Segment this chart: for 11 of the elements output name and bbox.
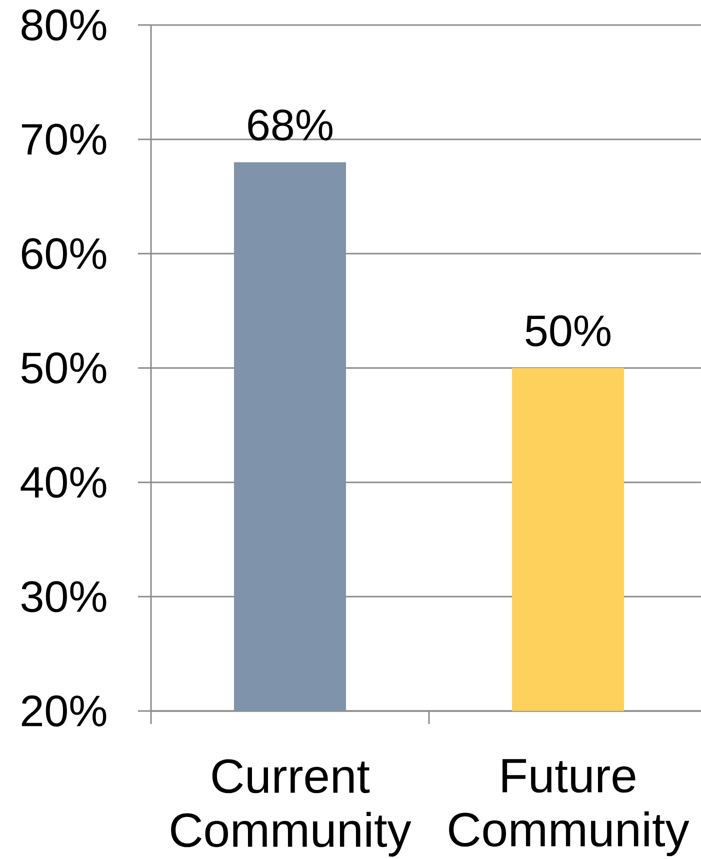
data-label: 50% xyxy=(526,315,610,346)
x-tick-label: Future Community xyxy=(449,759,690,856)
data-label: 68% xyxy=(248,109,332,141)
x-tick-label: Current Community xyxy=(171,759,412,857)
y-tick-label: 40% xyxy=(20,466,106,498)
y-tick-label: 50% xyxy=(21,352,106,384)
y-tick-label: 60% xyxy=(22,238,106,270)
y-tick-label: 70% xyxy=(22,124,106,155)
y-tick-label: 80% xyxy=(22,9,106,41)
y-tick-label: 30% xyxy=(21,581,106,612)
y-tick-label: 20% xyxy=(22,695,106,727)
